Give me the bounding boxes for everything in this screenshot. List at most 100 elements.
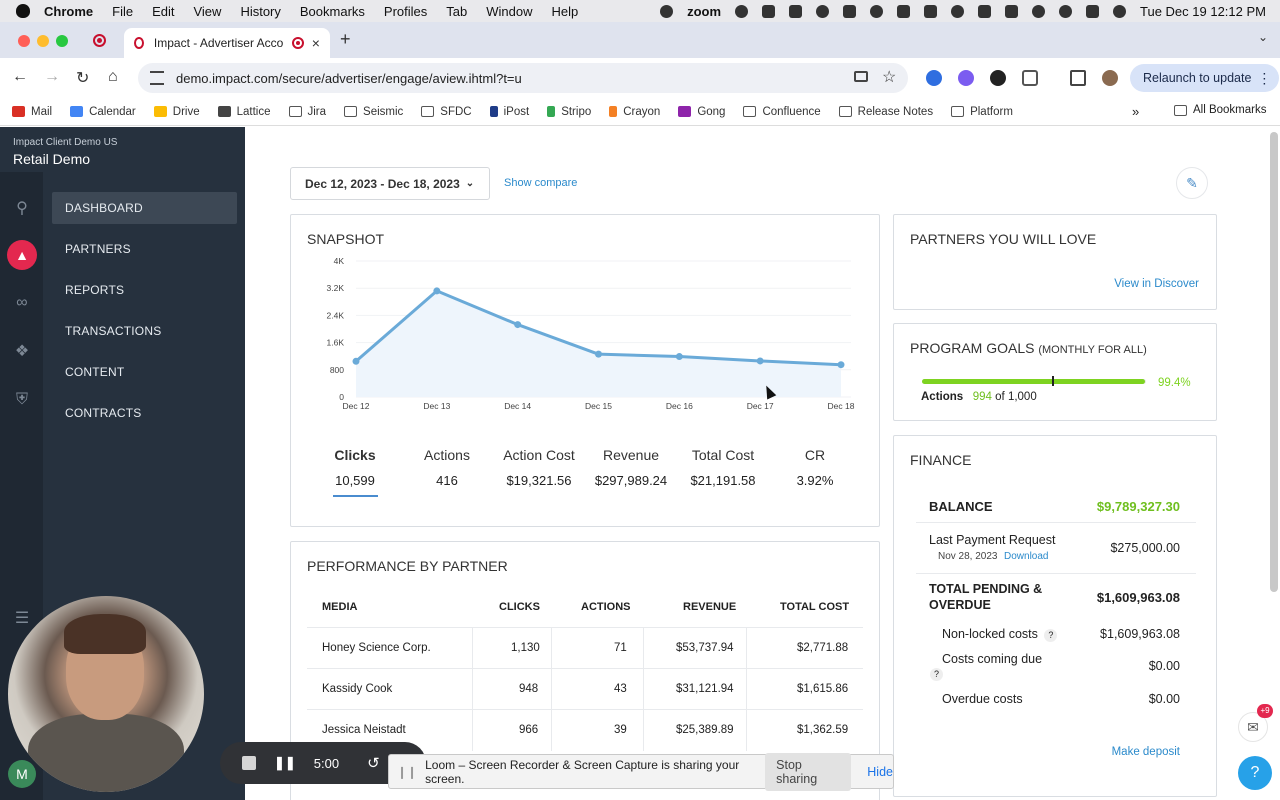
window-close-button[interactable] [18, 35, 30, 47]
bookmark-mail[interactable]: Mail [12, 106, 52, 118]
profile-avatar[interactable] [1102, 70, 1118, 86]
menu-app-chrome[interactable]: Chrome [44, 3, 94, 19]
network-nodes-icon[interactable]: ❖ [14, 343, 30, 360]
bluetooth-icon[interactable] [978, 4, 992, 18]
bookmarks-overflow-icon[interactable]: » [1132, 104, 1140, 119]
side-panel-icon[interactable] [1070, 70, 1086, 86]
column-header-actions[interactable]: ACTIONS [581, 601, 631, 613]
pinned-tab-recording-icon[interactable] [93, 34, 106, 47]
bookmark-seismic[interactable]: Seismic [344, 106, 403, 118]
new-tab-button[interactable]: + [340, 29, 351, 49]
bookmark-gong[interactable]: Gong [678, 106, 725, 118]
window-zoom-button[interactable] [56, 35, 68, 47]
menu-bookmarks[interactable]: Bookmarks [299, 3, 365, 19]
people-icon[interactable] [897, 4, 911, 18]
metric-clicks[interactable]: Clicks 10,599 [309, 447, 401, 488]
column-header-media[interactable]: MEDIA [322, 601, 358, 613]
siri-icon[interactable] [1113, 4, 1127, 18]
bookmark-platform[interactable]: Platform [951, 106, 1013, 118]
cell-media[interactable]: Kassidy Cook [322, 683, 393, 695]
microphone-icon[interactable] [660, 4, 674, 18]
sidebar-item-contracts[interactable]: CONTRACTS [65, 406, 142, 420]
spotlight-search-icon[interactable] [1059, 4, 1073, 18]
bookmark-drive[interactable]: Drive [153, 106, 200, 118]
pause-recording-icon[interactable]: ❚❚ [274, 755, 296, 770]
bookmark-stripo[interactable]: Stripo [547, 106, 591, 118]
help-button[interactable]: ? [1238, 756, 1272, 790]
metric-cr[interactable]: CR 3.92% [769, 447, 861, 488]
make-deposit-link[interactable]: Make deposit [1111, 746, 1180, 758]
network-icon[interactable] [924, 4, 938, 18]
butterfly-icon[interactable] [762, 4, 776, 18]
infinity-icon[interactable]: ∞ [16, 294, 28, 311]
menu-tab[interactable]: Tab [446, 3, 468, 19]
zoom-extension-icon[interactable] [926, 70, 942, 86]
window-minimize-button[interactable] [37, 35, 49, 47]
relaunch-to-update-button[interactable]: Relaunch to update ⋮ [1130, 64, 1280, 92]
tab-search-chevron-icon[interactable]: ⌄ [1257, 30, 1268, 44]
more-menu-icon[interactable]: ⋮ [1257, 69, 1272, 86]
impact-logo-icon[interactable]: ▲ [7, 240, 37, 270]
menu-file[interactable]: File [112, 3, 134, 19]
site-info-icon[interactable] [150, 71, 164, 85]
sidebar-item-transactions[interactable]: TRANSACTIONS [65, 324, 162, 338]
column-header-total-cost[interactable]: TOTAL COST [780, 601, 850, 613]
bookmark-crayon[interactable]: Crayon [609, 106, 660, 118]
record-icon[interactable] [843, 4, 857, 18]
metric-total-cost[interactable]: Total Cost $21,191.58 [677, 447, 769, 488]
bookmark-sfdc[interactable]: SFDC [421, 106, 472, 118]
play-icon[interactable] [951, 4, 965, 18]
table-row[interactable]: Kassidy Cook 948 43 $31,121.94 $1,615.86 [307, 668, 863, 710]
chat-bubble-icon[interactable]: ✉ [1238, 712, 1268, 742]
bookmark-release-notes[interactable]: Release Notes [838, 106, 933, 118]
cell-media[interactable]: Honey Science Corp. [322, 642, 431, 654]
camera-icon[interactable] [854, 71, 868, 82]
stop-sharing-button[interactable]: Stop sharing [765, 752, 852, 791]
checklist-icon[interactable]: ☰ [14, 610, 30, 627]
gear-extension-icon[interactable] [958, 70, 974, 86]
forward-arrow-icon[interactable]: → [44, 68, 60, 85]
t-extension-icon[interactable] [990, 70, 1006, 86]
control-center-icon[interactable] [1086, 4, 1100, 18]
menu-edit[interactable]: Edit [152, 3, 175, 19]
sidebar-item-partners[interactable]: PARTNERS [65, 242, 131, 256]
browser-tab-active[interactable]: Impact - Advertiser Acco × [124, 28, 330, 58]
search-icon[interactable]: ⚲ [16, 200, 28, 217]
cell-media[interactable]: Jessica Neistadt [322, 724, 406, 736]
apple-icon[interactable] [16, 4, 30, 18]
date-range-picker[interactable]: Dec 12, 2023 - Dec 18, 2023 ⌄ [290, 167, 490, 200]
tab-close-icon[interactable]: × [311, 35, 320, 51]
account-org-name[interactable]: Impact Client Demo US [13, 137, 118, 148]
view-in-discover-link[interactable]: View in Discover [1114, 278, 1199, 290]
menu-history[interactable]: History [240, 3, 281, 19]
show-compare-link[interactable]: Show compare [504, 177, 578, 189]
activity-icon[interactable] [789, 4, 803, 18]
edit-pencil-icon[interactable]: ✎ [1176, 167, 1208, 199]
sidebar-item-content[interactable]: CONTENT [65, 365, 125, 379]
download-link[interactable]: Download [1004, 551, 1049, 562]
table-row[interactable]: Jessica Neistadt 966 39 $25,389.89 $1,36… [307, 709, 863, 751]
music-icon[interactable] [816, 4, 830, 18]
sidebar-item-dashboard[interactable]: DASHBOARD [52, 192, 237, 224]
loom-tray-icon[interactable] [735, 4, 749, 18]
address-bar[interactable]: demo.impact.com/secure/advertiser/engage… [138, 63, 908, 93]
menu-help[interactable]: Help [551, 3, 579, 19]
bookmark-lattice[interactable]: Lattice [217, 106, 271, 118]
menu-window[interactable]: Window [486, 3, 533, 19]
extensions-puzzle-icon[interactable] [1022, 70, 1038, 86]
help-question-icon[interactable]: ? [930, 668, 943, 681]
metric-revenue[interactable]: Revenue $297,989.24 [585, 447, 677, 488]
page-scrollbar[interactable] [1270, 132, 1278, 592]
user-avatar[interactable]: M [8, 760, 36, 788]
reload-icon[interactable]: ↻ [76, 70, 90, 87]
drag-handle-icon[interactable]: ❙❙ [397, 764, 418, 779]
zoom-status-item[interactable]: zoom [687, 3, 722, 19]
loom-webcam-bubble[interactable] [8, 596, 204, 792]
account-name[interactable]: Retail Demo [13, 151, 91, 167]
column-header-clicks[interactable]: CLICKS [499, 601, 540, 613]
home-icon[interactable]: ⌂ [108, 68, 118, 85]
restart-recording-icon[interactable]: ↺ [367, 755, 380, 772]
hide-sharing-bar-button[interactable]: Hide [867, 764, 893, 779]
menu-profiles[interactable]: Profiles [383, 3, 428, 19]
table-row[interactable]: Honey Science Corp. 1,130 71 $53,737.94 … [307, 627, 863, 669]
